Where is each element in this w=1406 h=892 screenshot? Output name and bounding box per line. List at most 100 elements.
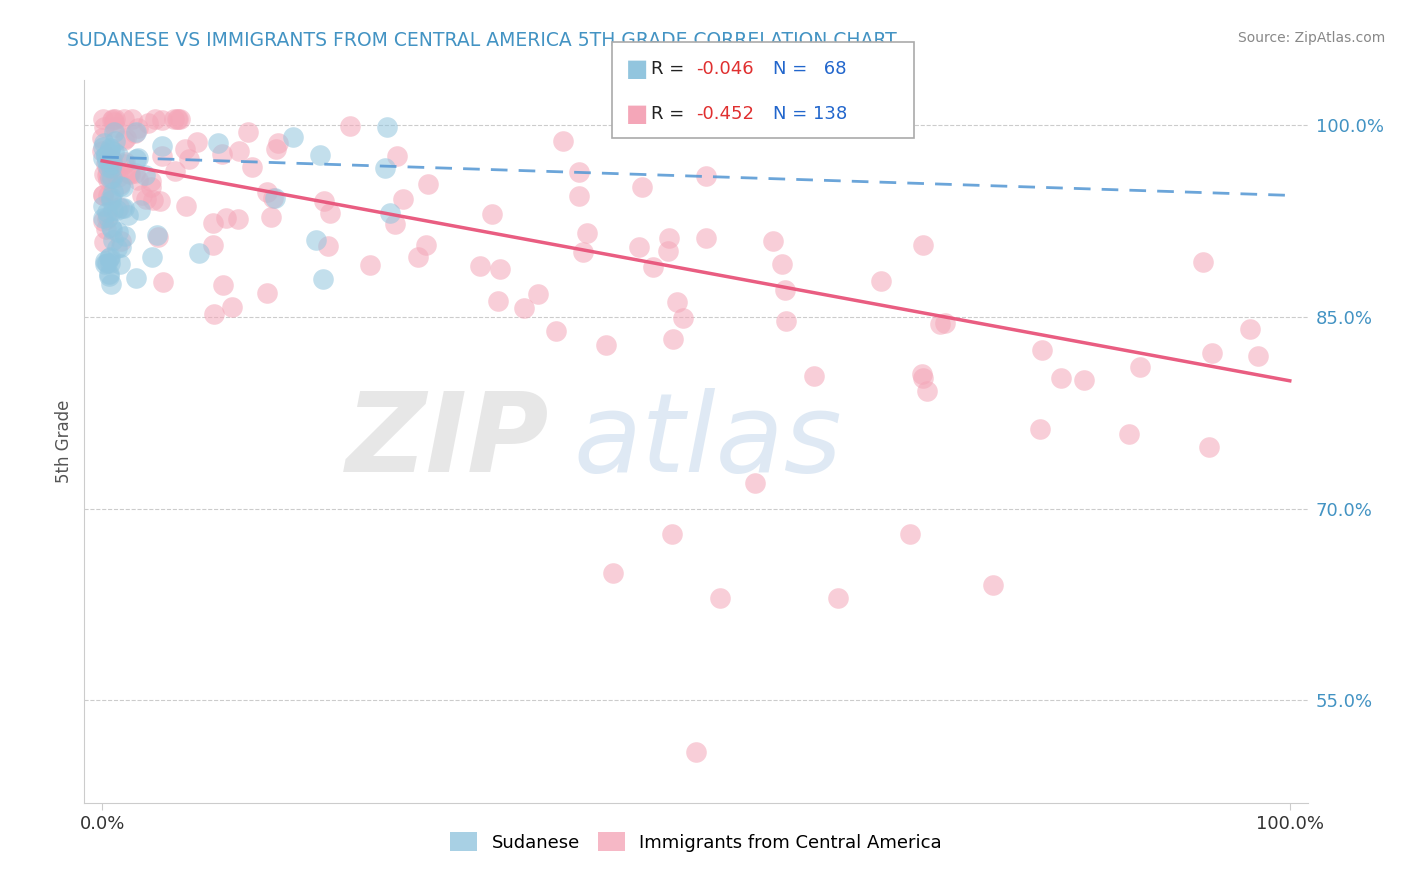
Point [595, 338, 617, 352]
Point [392, 192, 415, 206]
Point [869, 274, 891, 288]
Point [91, 199, 114, 213]
Point [134, 168, 156, 182]
Point [658, 230, 681, 244]
Point [135, 192, 157, 206]
Point [91, 152, 114, 166]
Point [96, 212, 118, 227]
Text: Source: ZipAtlas.com: Source: ZipAtlas.com [1237, 31, 1385, 45]
Point [111, 201, 134, 215]
Point [91, 214, 114, 228]
Point [215, 211, 238, 225]
Point [339, 120, 361, 134]
Point [100, 190, 122, 204]
Point [149, 194, 172, 208]
Point [96, 205, 118, 219]
Point [1201, 346, 1223, 360]
Point [911, 238, 934, 252]
Point [661, 527, 683, 541]
Point [188, 245, 211, 260]
Point [125, 271, 148, 285]
Point [103, 114, 125, 128]
Point [105, 242, 128, 256]
Point [97, 210, 120, 224]
Point [107, 148, 129, 162]
Text: R =: R = [651, 105, 690, 123]
Point [107, 202, 129, 217]
Point [709, 591, 731, 606]
Point [186, 135, 208, 149]
Point [101, 185, 124, 199]
Point [546, 324, 568, 338]
Point [127, 121, 149, 136]
Point [553, 134, 575, 148]
Point [124, 166, 146, 180]
Point [416, 178, 439, 192]
Point [115, 131, 138, 145]
Point [150, 112, 173, 127]
Point [163, 112, 186, 126]
Point [96, 255, 118, 269]
Point [142, 193, 165, 207]
Point [481, 207, 503, 221]
Point [103, 145, 125, 159]
Point [568, 164, 591, 178]
Text: N =: N = [773, 60, 813, 78]
Point [228, 145, 250, 159]
Point [98, 256, 121, 270]
Point [91, 211, 114, 225]
Point [110, 179, 132, 194]
Point [112, 156, 135, 170]
Point [100, 193, 122, 207]
Point [150, 148, 173, 162]
Point [1247, 350, 1270, 364]
Point [98, 144, 121, 158]
Point [100, 141, 122, 155]
Point [631, 180, 654, 194]
Point [384, 217, 406, 231]
Point [981, 578, 1004, 592]
Point [173, 142, 195, 156]
Point [685, 745, 707, 759]
Point [202, 307, 225, 321]
Point [486, 293, 509, 308]
Point [114, 229, 136, 244]
Point [98, 170, 121, 185]
Point [131, 188, 153, 202]
Point [91, 144, 114, 158]
Point [93, 235, 115, 249]
Point [100, 161, 122, 176]
Point [125, 125, 148, 139]
Text: SUDANESE VS IMMIGRANTS FROM CENTRAL AMERICA 5TH GRADE CORRELATION CHART: SUDANESE VS IMMIGRANTS FROM CENTRAL AMER… [67, 31, 897, 50]
Point [312, 272, 335, 286]
Point [127, 151, 149, 165]
Point [97, 156, 120, 170]
Point [256, 185, 278, 199]
Point [672, 311, 695, 326]
Point [145, 227, 167, 242]
Point [744, 476, 766, 491]
Point [387, 149, 409, 163]
Point [226, 211, 249, 226]
Point [96, 187, 118, 202]
Point [97, 145, 120, 160]
Point [98, 251, 121, 265]
Point [256, 285, 278, 300]
Point [91, 188, 114, 202]
Point [374, 161, 396, 175]
Point [212, 278, 235, 293]
Point [166, 112, 188, 126]
Point [262, 191, 284, 205]
Point [104, 112, 127, 126]
Point [114, 154, 136, 169]
Point [898, 527, 921, 541]
Point [666, 295, 689, 310]
Point [312, 194, 335, 209]
Point [359, 258, 381, 272]
Point [101, 113, 124, 128]
Point [104, 120, 127, 134]
Point [97, 267, 120, 281]
Text: ■: ■ [626, 103, 648, 126]
Point [97, 173, 120, 187]
Text: ■: ■ [626, 57, 648, 81]
